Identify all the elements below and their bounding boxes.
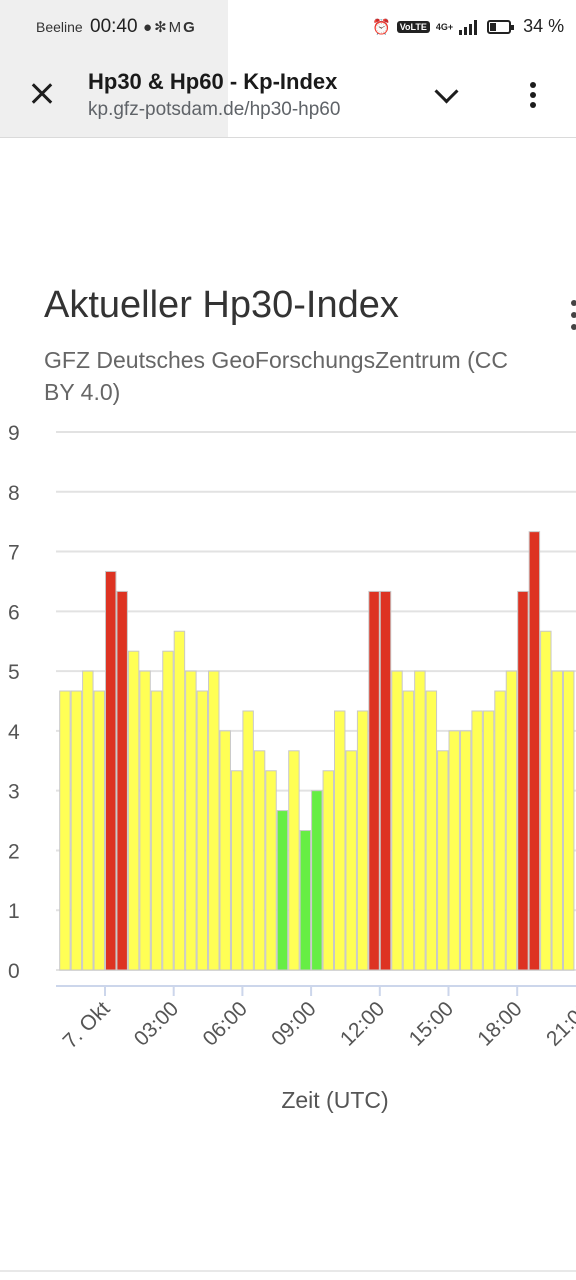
system-icons: ⏰ VoLTE 4G+ 34 % — [372, 16, 564, 37]
bar — [253, 750, 266, 971]
y-tick-label: 9 — [8, 422, 20, 445]
google-icon: G — [183, 19, 197, 36]
x-tick-label: 06:00 — [199, 997, 252, 1050]
settings-icon: ✻ — [154, 19, 169, 36]
close-icon[interactable] — [26, 76, 62, 112]
chart-subtitle-line1: GFZ Deutsches GeoForschungsZentrum (CC — [44, 347, 508, 373]
chart-title: Aktueller Hp30-Index — [44, 284, 399, 326]
bar — [356, 710, 369, 971]
y-tick-label: 6 — [8, 601, 20, 624]
chevron-down-icon[interactable] — [430, 78, 464, 112]
status-bar: Beeline 00:40 ●✻MG ⏰ VoLTE 4G+ 34 % — [0, 0, 576, 56]
bar — [288, 750, 300, 971]
y-tick-label: 8 — [8, 482, 20, 505]
bar — [219, 730, 231, 971]
bar — [116, 590, 128, 971]
bar — [471, 710, 483, 971]
bar — [322, 770, 334, 971]
bar — [150, 690, 163, 971]
y-tick-label: 1 — [8, 900, 20, 923]
bar — [505, 670, 518, 971]
bottom-divider — [0, 1270, 576, 1272]
hp30-bar-chart: 0 1 2 3 4 5 6 7 8 9 7. Okt 03:00 06:00 09:00 12:00 15:0… — [8, 422, 576, 1113]
bar — [276, 810, 289, 971]
custom-tab-toolbar: Hp30 & Hp60 - Kp-Index kp.gfz-potsdam.de… — [0, 56, 576, 138]
battery-icon — [487, 19, 515, 34]
bar — [82, 670, 94, 971]
y-tick-label: 7 — [8, 542, 20, 565]
page-url[interactable]: kp.gfz-potsdam.de/hp30-hp60 — [88, 99, 341, 120]
bar — [425, 690, 438, 971]
bar — [93, 690, 106, 971]
bar — [494, 690, 506, 971]
clock: 00:40 — [90, 16, 138, 37]
chart-subtitle-line2: BY 4.0) — [44, 379, 121, 405]
x-tick-label: 12:00 — [336, 997, 389, 1050]
x-tick-label: 09:00 — [267, 997, 320, 1050]
x-tick-label: 18:00 — [473, 997, 526, 1050]
bar — [345, 750, 357, 971]
bar — [517, 590, 529, 971]
more-menu-icon[interactable] — [522, 78, 544, 112]
bar — [162, 650, 174, 971]
x-tick-label: 03:00 — [130, 997, 183, 1050]
bar — [540, 630, 552, 971]
network-type: 4G+ — [435, 21, 454, 32]
bar — [563, 670, 575, 971]
x-tick-label: 15:00 — [405, 997, 458, 1050]
bar — [311, 790, 323, 971]
notification-icons: ●✻MG — [143, 18, 197, 36]
bar — [482, 710, 495, 971]
x-tick-label: 7. Okt — [59, 997, 115, 1053]
bar — [70, 690, 83, 971]
y-tick-label: 4 — [8, 721, 20, 744]
volte-icon: VoLTE — [396, 20, 430, 33]
gmail-icon: M — [168, 19, 184, 36]
y-tick-label: 5 — [8, 661, 20, 684]
bar — [105, 570, 117, 971]
x-tick-label: 21:00 — [542, 997, 576, 1050]
y-tick-label: 0 — [8, 960, 20, 983]
x-axis-title: Zeit (UTC) — [281, 1087, 388, 1113]
bar — [208, 670, 220, 971]
bar — [334, 710, 346, 971]
bar — [528, 531, 541, 971]
bar — [230, 770, 243, 971]
bar — [391, 670, 403, 971]
battery-percent: 34 % — [523, 16, 565, 36]
bar — [139, 670, 151, 971]
bar — [459, 730, 472, 971]
page-title: Hp30 & Hp60 - Kp-Index — [88, 69, 338, 94]
bar — [173, 630, 186, 971]
bar — [402, 690, 415, 971]
bar — [414, 670, 426, 971]
alarm-icon: ⏰ — [372, 18, 391, 36]
bar — [448, 730, 460, 971]
bar — [127, 650, 140, 971]
bar — [379, 590, 392, 971]
carrier-label: Beeline — [36, 19, 83, 35]
y-tick-label: 2 — [8, 840, 20, 863]
bar — [196, 690, 209, 971]
bar — [437, 750, 449, 971]
bar — [551, 670, 563, 971]
chat-icon: ● — [143, 19, 155, 36]
bar — [59, 690, 71, 971]
chart-subtitle: GFZ Deutsches GeoForschungsZentrum (CC B… — [44, 344, 574, 410]
bar — [368, 590, 380, 971]
y-tick-label: 3 — [8, 781, 20, 804]
bar — [242, 710, 254, 971]
signal-icon — [459, 19, 481, 35]
window-titlebar-background — [0, 0, 228, 138]
bar — [265, 770, 277, 971]
bar — [299, 830, 312, 971]
chart-menu-icon[interactable] — [566, 300, 576, 334]
bar — [185, 670, 197, 971]
